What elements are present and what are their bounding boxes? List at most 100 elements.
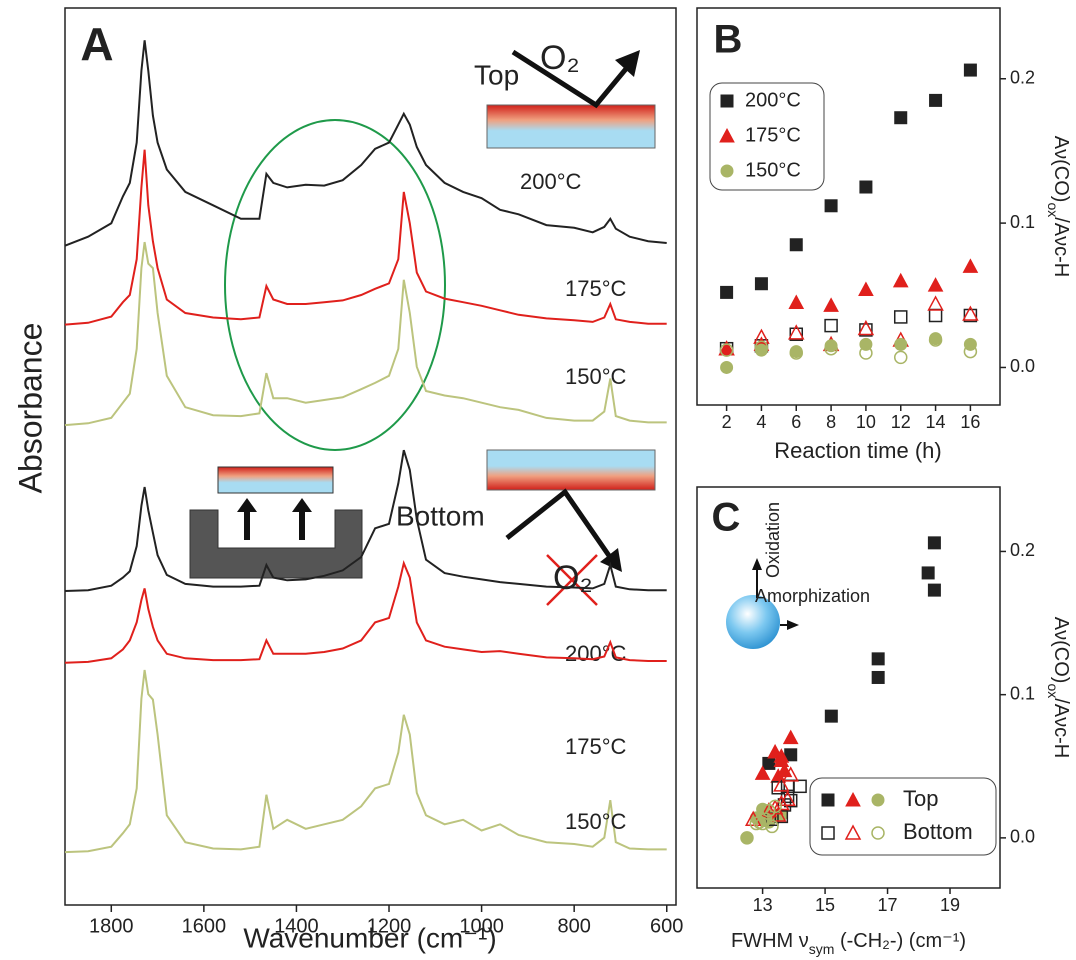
x-tick-label: 4	[756, 412, 766, 432]
marker	[859, 346, 873, 360]
x-axis-label-part: sym	[809, 941, 835, 957]
spectrum-line	[64, 149, 667, 326]
marker	[824, 199, 838, 213]
y-axis-label: Aν(CO)ox/Aνc-H	[1045, 617, 1071, 758]
x-axis-label-part: (-CH₂-) (cm⁻¹)	[834, 930, 966, 952]
marker	[962, 258, 979, 273]
series-label: 200°C	[520, 169, 582, 194]
marker	[821, 793, 835, 807]
x-tick-label: 12	[891, 412, 911, 432]
marker	[859, 323, 873, 337]
marker	[720, 285, 734, 299]
marker	[789, 327, 804, 342]
beam-top	[511, 49, 632, 109]
spectrum-line	[64, 559, 667, 664]
legend-label: 175°C	[745, 124, 801, 146]
y-axis-label-part: Aν(CO)	[1050, 617, 1072, 684]
y-axis-label: Absorbance	[12, 323, 48, 494]
marker	[719, 127, 735, 143]
marker	[928, 333, 943, 347]
marker	[894, 111, 908, 125]
cross	[546, 554, 598, 606]
annotation: Bottom	[396, 500, 485, 531]
marker	[857, 319, 875, 336]
arrow-head	[752, 558, 762, 570]
marker	[824, 318, 838, 333]
marker	[768, 799, 782, 814]
film-bottom	[486, 449, 656, 491]
marker	[927, 583, 941, 597]
spectrum-line	[64, 449, 667, 592]
y-axis-label: Aν(CO)ox/Aνc-H	[1045, 136, 1071, 277]
sphere	[726, 595, 780, 649]
series-label: 200°C	[565, 641, 627, 666]
x-axis-label-part: FWHM ν	[731, 930, 809, 952]
y-axis-label-part: ox	[1045, 683, 1061, 698]
marker	[740, 831, 754, 845]
arrow-head	[615, 50, 640, 77]
film-top	[486, 104, 656, 149]
marker	[871, 652, 885, 666]
marker	[754, 343, 768, 357]
marker	[859, 180, 873, 194]
marker	[782, 729, 799, 745]
annotation: O₂	[540, 39, 580, 77]
marker	[921, 566, 935, 580]
y-tick-label: 0.2	[1010, 540, 1035, 560]
x-tick-label: 16	[960, 412, 980, 432]
x-tick-label: 1600	[182, 915, 227, 937]
highlight-ellipse	[224, 119, 446, 451]
legend-label: Top	[903, 786, 938, 811]
annotation: Amorphization	[755, 586, 870, 606]
marker	[893, 350, 908, 365]
marker	[754, 277, 768, 291]
series-label: 150°C	[565, 364, 627, 389]
marker	[762, 756, 776, 770]
annotation: O₂	[553, 559, 593, 597]
beam-bottom	[505, 488, 615, 562]
arrow-shaft	[244, 510, 305, 540]
x-tick-label: 1800	[89, 915, 134, 937]
arrow-head	[787, 620, 799, 630]
marker	[789, 238, 803, 252]
panel-label: C	[712, 496, 741, 540]
marker	[845, 791, 861, 807]
annotation: Oxidation	[763, 502, 783, 578]
x-tick-label: 14	[926, 412, 946, 432]
legend-label: 200°C	[745, 89, 801, 111]
panel-a-frame	[64, 7, 677, 906]
annotation: Top	[474, 59, 519, 90]
marker	[894, 337, 908, 351]
x-tick-label: 13	[753, 895, 773, 915]
y-tick-label: 0.2	[1010, 67, 1035, 87]
x-tick-label: 800	[557, 915, 590, 937]
marker	[719, 343, 734, 357]
y-axis-label-part: /Aνc-H	[1050, 698, 1072, 758]
series-label: 175°C	[565, 734, 627, 759]
spectrum-line	[64, 40, 667, 247]
marker	[779, 790, 796, 806]
marker	[844, 824, 862, 840]
arrow-head	[292, 498, 312, 512]
marker	[871, 670, 885, 684]
marker	[782, 766, 799, 782]
marker	[720, 360, 734, 374]
marker	[823, 297, 839, 312]
marker	[720, 164, 734, 178]
marker	[752, 815, 767, 829]
marker	[963, 344, 978, 359]
marker	[788, 294, 805, 310]
x-tick-label: 1000	[459, 915, 504, 937]
x-axis-label: Wavenumber (cm⁻¹)	[243, 922, 496, 953]
x-tick-label: 6	[791, 412, 801, 432]
x-tick-label: 1400	[274, 915, 319, 937]
x-axis-label: Reaction time (h)	[774, 438, 942, 463]
panel-label: A	[80, 18, 113, 70]
y-axis-label-part: Aν(CO)	[1050, 136, 1072, 203]
x-tick-label: 1200	[367, 915, 412, 937]
marker	[929, 93, 943, 107]
marker	[892, 272, 909, 288]
marker	[773, 794, 790, 811]
spectrum-line	[64, 669, 667, 854]
legend-box	[809, 777, 997, 856]
